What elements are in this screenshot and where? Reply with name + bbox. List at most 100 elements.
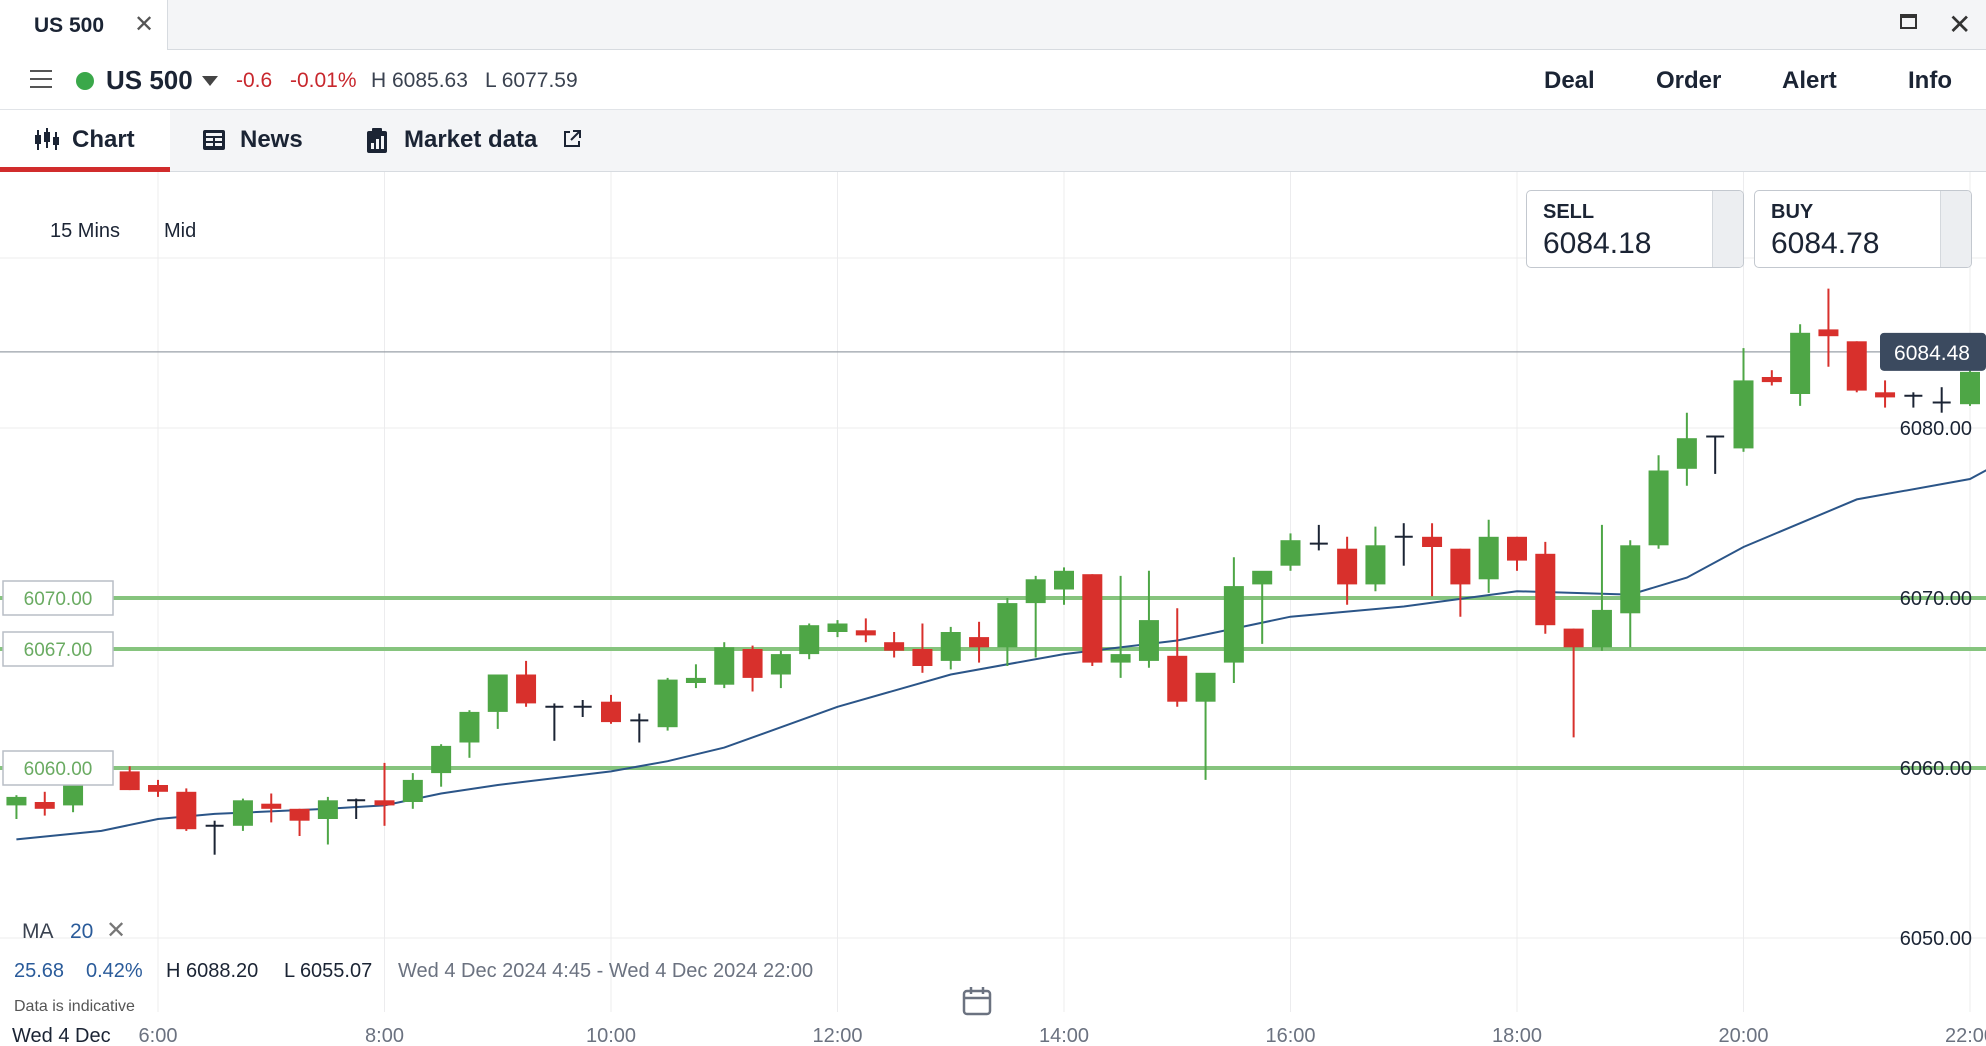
price-level-tag: 6070.00	[2, 580, 114, 616]
candle-body	[1648, 470, 1669, 546]
buy-price: 6084.78	[1771, 227, 1880, 260]
menu-icon[interactable]	[30, 70, 52, 88]
candle-body	[232, 800, 253, 826]
tab-news-label: News	[240, 126, 303, 153]
candle-body	[1252, 570, 1273, 585]
candle-body	[1960, 371, 1980, 405]
current-price-badge: 6084.48	[1880, 332, 1986, 371]
buy-ticket[interactable]: BUY 6084.78	[1754, 190, 1972, 268]
price-level-tag: 6067.00	[2, 631, 114, 667]
candle-body	[884, 642, 905, 651]
candle-body	[827, 623, 848, 632]
candle	[1110, 575, 1131, 678]
candle	[1875, 380, 1896, 408]
content-tabs: Chart News Market data	[0, 110, 1986, 172]
price-type-selector[interactable]: Mid	[164, 220, 197, 242]
window-tab[interactable]: US 500 ✕	[0, 0, 168, 50]
ma-indicator-name[interactable]: MA	[22, 920, 54, 943]
tab-market-data-label: Market data	[404, 126, 538, 153]
candle	[1223, 557, 1244, 683]
close-window-icon[interactable]: ✕	[1948, 9, 1972, 40]
sell-ticket-side	[1712, 191, 1743, 267]
candle-body	[63, 785, 84, 806]
order-button[interactable]: Order	[1656, 67, 1722, 94]
ma-indicator-period[interactable]: 20	[70, 920, 94, 943]
candle	[459, 710, 480, 758]
remove-indicator-icon[interactable]: ✕	[106, 917, 127, 944]
sell-ticket[interactable]: SELL 6084.18	[1526, 190, 1744, 268]
candle-body	[516, 674, 537, 704]
sell-label: SELL	[1543, 201, 1595, 223]
candle	[1733, 348, 1754, 452]
candle-body	[657, 679, 678, 728]
candle	[1620, 540, 1641, 648]
candle	[1167, 608, 1188, 707]
candle-body	[1761, 377, 1782, 383]
price-level-tag-label: 6067.00	[24, 640, 93, 661]
candle	[573, 700, 592, 717]
candle-body	[1280, 540, 1301, 566]
candle-body	[148, 785, 168, 792]
candle	[402, 773, 423, 809]
y-tick-label: 6070.00	[1900, 588, 1972, 610]
price-chart[interactable]: 6050.00 6060.00 6070.00 6080.00 6084.48 6070.…	[0, 172, 1986, 1046]
candle-body	[1818, 329, 1839, 337]
candle	[289, 808, 310, 836]
candle-body	[6, 796, 27, 806]
date-range: Wed 4 Dec 2024 4:45 - Wed 4 Dec 2024 22:…	[398, 960, 814, 982]
candle-body	[1535, 553, 1556, 626]
candle	[1563, 628, 1584, 738]
candle	[884, 632, 905, 658]
candle	[912, 623, 933, 673]
candle	[1082, 574, 1103, 666]
x-tick-label: 16:00	[1265, 1025, 1315, 1046]
candle	[685, 664, 706, 689]
candle	[205, 820, 224, 855]
interval-selector[interactable]: 15 Mins	[50, 220, 121, 242]
candle	[1337, 536, 1358, 605]
price-change-percent: -0.01%	[290, 69, 357, 92]
candle-body	[1563, 628, 1584, 648]
candle-body	[855, 630, 876, 636]
candle-body	[1195, 672, 1216, 702]
candle	[1394, 523, 1413, 566]
candle-body	[1025, 579, 1046, 604]
candle	[1280, 533, 1301, 571]
range-high: H 6088.20	[166, 960, 259, 982]
close-tab-icon[interactable]: ✕	[134, 11, 155, 38]
tab-chart[interactable]: Chart	[0, 110, 170, 172]
candle-body	[1337, 548, 1358, 585]
candle-body	[261, 803, 282, 809]
candle	[1025, 575, 1046, 658]
x-tick-label: 18:00	[1492, 1025, 1542, 1046]
candle	[374, 762, 395, 826]
instrument-name[interactable]: US 500	[106, 65, 193, 95]
candle	[827, 620, 848, 638]
session-high: H 6085.63	[371, 69, 468, 92]
candle-body	[1846, 341, 1867, 391]
candle	[1365, 526, 1386, 592]
x-tick-label: 12:00	[812, 1025, 862, 1046]
candle	[261, 793, 282, 823]
deal-button[interactable]: Deal	[1544, 67, 1595, 94]
x-tick-label: 20:00	[1718, 1025, 1768, 1046]
window-tab-title: US 500	[34, 14, 105, 37]
x-tick-label: 22:00	[1945, 1025, 1986, 1046]
tab-news[interactable]: News	[196, 110, 326, 172]
instrument-dropdown-icon[interactable]	[202, 76, 218, 86]
candle-body	[742, 649, 763, 678]
candle	[1676, 412, 1697, 486]
y-tick-label: 6060.00	[1900, 758, 1972, 780]
maximize-icon[interactable]	[1900, 14, 1917, 29]
candle-body	[1620, 545, 1641, 614]
candle	[1138, 570, 1159, 668]
alert-button[interactable]: Alert	[1782, 67, 1837, 94]
info-button[interactable]: Info	[1908, 67, 1952, 94]
candle-body	[1365, 545, 1386, 585]
candle-body	[1676, 438, 1697, 469]
tab-market-data[interactable]: Market data	[364, 110, 594, 172]
moving-average-line	[16, 469, 1986, 841]
candle-body	[431, 745, 452, 774]
calendar-icon[interactable]	[962, 986, 992, 1016]
candle	[1535, 541, 1556, 634]
